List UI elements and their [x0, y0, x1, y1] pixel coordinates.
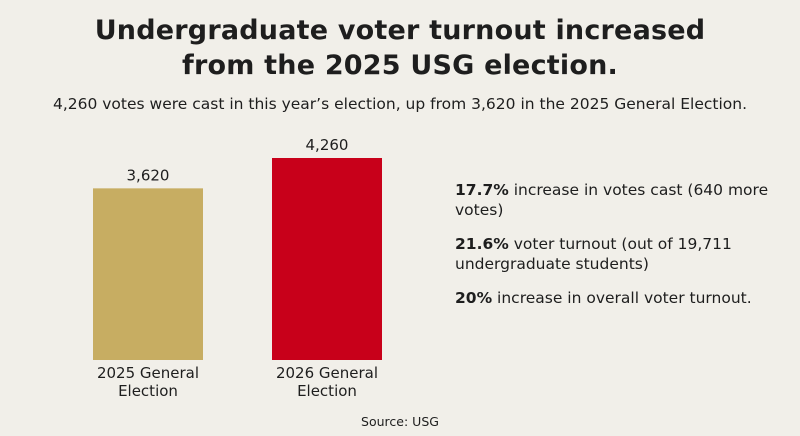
- category-label-2025: 2025 General Election: [78, 364, 218, 400]
- chart-title-line-1: Undergraduate voter turnout increased: [94, 15, 706, 46]
- chart-title-line-2: from the 2025 USG election.: [182, 50, 618, 81]
- source-note: Source: USG: [361, 414, 439, 429]
- category-label-2026-line-1: 2026 General: [275, 364, 379, 382]
- category-label-2025-line-1: 2025 General: [96, 364, 200, 382]
- bar-2026: [272, 158, 382, 360]
- stat-voter-turnout-value: 21.6%: [455, 235, 509, 253]
- bar-value-label-2025: 3,620: [127, 166, 170, 184]
- stat-voter-turnout-text: voter turnout (out of 19,711 undergradua…: [455, 235, 732, 273]
- stat-votes-increase-text: increase in votes cast (640 more votes): [455, 181, 769, 219]
- stat-turnout-increase-text: increase in overall voter turnout.: [492, 289, 752, 307]
- key-stats: 17.7% increase in votes cast (640 more v…: [455, 180, 785, 322]
- bar-value-label-2026: 4,260: [306, 136, 349, 154]
- category-label-2025-line-2: Election: [118, 382, 178, 400]
- stat-voter-turnout: 21.6% voter turnout (out of 19,711 under…: [455, 234, 785, 274]
- category-label-2026: 2026 General Election: [257, 364, 397, 400]
- category-label-2026-line-2: Election: [297, 382, 357, 400]
- stat-turnout-increase-value: 20%: [455, 289, 493, 307]
- stat-votes-increase-value: 17.7%: [455, 181, 509, 199]
- bar-2025: [93, 188, 203, 360]
- stat-turnout-increase: 20% increase in overall voter turnout.: [455, 288, 785, 308]
- stat-votes-increase: 17.7% increase in votes cast (640 more v…: [455, 180, 785, 220]
- chart-subtitle: 4,260 votes were cast in this year’s ele…: [52, 95, 748, 113]
